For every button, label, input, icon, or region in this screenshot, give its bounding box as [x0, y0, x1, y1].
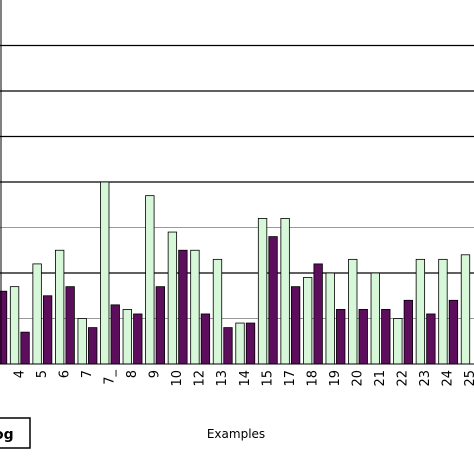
x-tick-label: 8: [125, 370, 140, 378]
x-tick-label: 6: [57, 370, 72, 378]
x-tick-label: 7: [80, 370, 95, 378]
bar-series1-20: [348, 258, 358, 365]
x-tick-label: 18: [305, 370, 320, 387]
bar-series1-17: [280, 217, 290, 365]
bar-series1-25: [460, 254, 471, 365]
bar-series2-21: [381, 308, 391, 365]
bar-series1-12: [190, 249, 200, 365]
x-tick-label: 4: [12, 370, 27, 378]
bar-series1-7: [77, 318, 87, 365]
bar-series2-17: [290, 286, 301, 365]
bar-series2-12: [200, 313, 211, 365]
bar-series2-19: [336, 308, 346, 365]
x-tick-label: 21: [373, 370, 388, 387]
bar-series2-24: [448, 299, 459, 365]
x-tick-label: 10: [170, 370, 185, 387]
bar-series2-9: [155, 286, 165, 365]
bar-series2-10: [178, 249, 188, 365]
x-tick-label: 19: [328, 370, 343, 387]
x-tick-label: 5: [35, 370, 50, 378]
bar-series2-15: [268, 236, 278, 365]
bar-series1-6: [55, 249, 65, 365]
bar-series1-7_: [100, 181, 110, 365]
bar-series2-5: [42, 295, 53, 365]
bar-series1-13: [212, 258, 223, 365]
bar-series2-7_: [110, 304, 120, 365]
x-tick-label: 12: [193, 370, 208, 387]
bar-series1-9: [145, 195, 155, 365]
x-tick-label: 24: [441, 370, 456, 387]
bar-series2-8: [133, 313, 143, 365]
x-tick-labels: 4 5 6 7 7_ 8 9 10 12 13 14 15 17 18 19 20 21 22 23 24 25: [12, 370, 474, 387]
bar-series2-14: [245, 322, 256, 365]
bar-series1-22: [393, 318, 403, 365]
x-tick-label: 7_: [103, 370, 118, 385]
legend-text: og: [0, 427, 14, 443]
x-tick-label: 23: [418, 370, 433, 387]
bar-series1-21: [370, 272, 380, 365]
bar-series2-20: [358, 308, 368, 365]
x-tick-label: 25: [463, 370, 474, 387]
x-axis-title: Examples: [207, 427, 265, 441]
x-tick-label: 14: [238, 370, 253, 387]
bar-series2-22: [403, 299, 413, 365]
bar-series1-10: [167, 231, 178, 365]
bar-series1-4: [9, 286, 20, 365]
bar-series1-19: [325, 272, 335, 365]
bar-series1-8: [122, 308, 132, 365]
bar-series1-23: [415, 258, 426, 365]
bar-series1-5: [32, 263, 42, 365]
bar-series2-18: [313, 263, 323, 365]
bar-series2-6: [65, 286, 75, 365]
x-tick-label: 17: [283, 370, 298, 387]
bar-series2-23: [426, 313, 436, 365]
bar-series1-24: [438, 258, 448, 365]
bar-series1-15: [257, 217, 268, 365]
legend-box: og: [0, 417, 31, 449]
x-tick-label: 13: [215, 370, 230, 387]
x-tick-label: 9: [148, 370, 163, 378]
bar-series2-7: [88, 327, 98, 365]
gridlines: [0, 44, 474, 319]
bars: [0, 181, 471, 365]
x-tick-label: 20: [351, 370, 366, 387]
x-tick-label: 15: [260, 370, 275, 387]
x-tick-label: 22: [396, 370, 411, 387]
bar-series1-18: [303, 277, 313, 365]
bar-series2-13: [223, 327, 233, 365]
bar-series2-4: [20, 331, 30, 365]
bar-series1-14: [235, 322, 245, 365]
